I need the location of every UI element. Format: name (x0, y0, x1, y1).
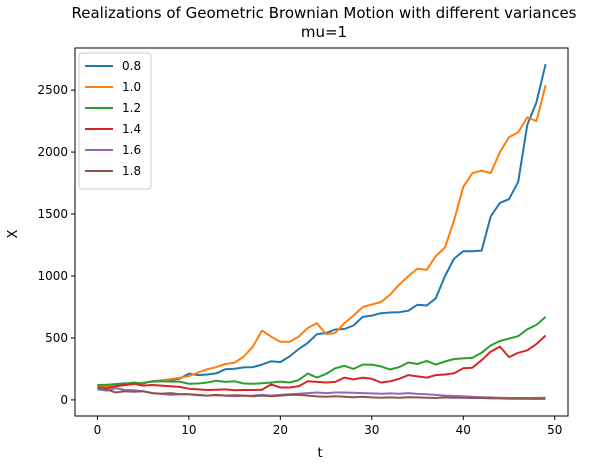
y-axis-label: X (6, 229, 21, 238)
x-tick-label: 10 (181, 423, 196, 437)
plot-frame (74, 47, 569, 417)
legend: 0.8 1.0 1.2 1.4 1.6 1.8 (78, 52, 152, 190)
series-line-1-8 (97, 386, 546, 400)
y-tick-label: 0 (60, 393, 68, 407)
x-tick-label: 50 (547, 423, 562, 437)
legend-label: 1.6 (122, 143, 141, 157)
series-line-1-4 (97, 334, 547, 392)
y-tick-label: 1000 (37, 269, 68, 283)
series-line-0-8 (97, 63, 547, 386)
y-tick-label: 500 (45, 331, 68, 345)
series-line-1-6 (97, 387, 546, 399)
y-tick-label: 1500 (37, 207, 68, 221)
legend-label: 1.2 (122, 101, 141, 115)
legend-label: 0.8 (122, 59, 141, 73)
chart-title: Realizations of Geometric Brownian Motio… (71, 4, 576, 22)
x-tick-label: 0 (94, 423, 102, 437)
x-tick-label: 40 (456, 423, 471, 437)
x-tick-label: 30 (364, 423, 379, 437)
legend-label: 1.8 (122, 164, 141, 178)
chart-subtitle: mu=1 (301, 23, 347, 41)
y-tick-label: 2000 (37, 145, 68, 159)
series-line-1-2 (97, 316, 547, 387)
x-axis-label: t (317, 446, 322, 461)
legend-label: 1.4 (122, 122, 141, 136)
legend-label: 1.0 (122, 80, 141, 94)
y-tick-label: 2500 (37, 83, 68, 97)
series-line-1-0 (97, 84, 547, 388)
x-tick-label: 20 (273, 423, 288, 437)
